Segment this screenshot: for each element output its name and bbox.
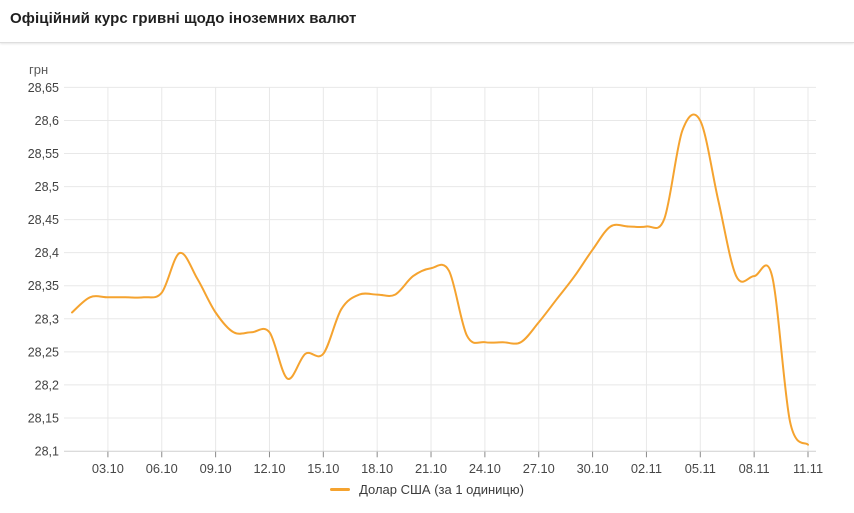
- legend-series-label: Долар США (за 1 одиницю): [359, 482, 524, 497]
- y-axis-tick-label: 28,55: [28, 147, 59, 161]
- y-axis-tick-label: 28,4: [35, 246, 59, 260]
- y-axis-tick-label: 28,1: [35, 445, 59, 459]
- series-line-usd[interactable]: [71, 113, 809, 446]
- y-axis-tick-label: 28,5: [35, 180, 59, 194]
- x-axis-tick-label: 30.10: [577, 461, 609, 476]
- x-axis-tick-label: 12.10: [253, 461, 285, 476]
- x-axis-tick-label: 27.10: [523, 461, 555, 476]
- y-axis-tick-label: 28,65: [28, 81, 59, 95]
- x-axis-tick-label: 18.10: [361, 461, 393, 476]
- chart-legend: Долар США (за 1 одиницю): [0, 482, 854, 497]
- y-axis-tick-label: 28,45: [28, 213, 59, 227]
- y-axis-tick-label: 28,2: [35, 378, 59, 392]
- y-axis-tick-label: 28,15: [28, 411, 59, 425]
- x-axis-tick-label: 24.10: [469, 461, 501, 476]
- y-axis-unit-label: грн: [29, 62, 49, 77]
- y-axis-tick-label: 28,3: [35, 312, 59, 326]
- x-axis-tick-label: 05.11: [685, 461, 716, 476]
- legend-line-marker: [330, 488, 351, 491]
- x-axis-tick-label: 11.11: [793, 461, 823, 476]
- x-axis-tick-label: 06.10: [146, 461, 178, 476]
- x-axis-tick-label: 03.10: [92, 461, 124, 476]
- page-title: Офіційний курс гривні щодо іноземних вал…: [10, 10, 357, 27]
- y-axis-tick-label: 28,6: [35, 114, 59, 128]
- x-axis-tick-label: 09.10: [200, 461, 232, 476]
- x-axis-tick-label: 02.11: [631, 461, 662, 476]
- y-axis-tick-label: 28,35: [28, 279, 59, 293]
- y-axis-tick-label: 28,25: [28, 345, 59, 359]
- header: Офіційний курс гривні щодо іноземних вал…: [0, 0, 854, 43]
- x-axis-tick-label: 15.10: [307, 461, 339, 476]
- x-axis-tick-label: 21.10: [415, 461, 447, 476]
- x-axis-tick-label: 08.11: [739, 461, 770, 476]
